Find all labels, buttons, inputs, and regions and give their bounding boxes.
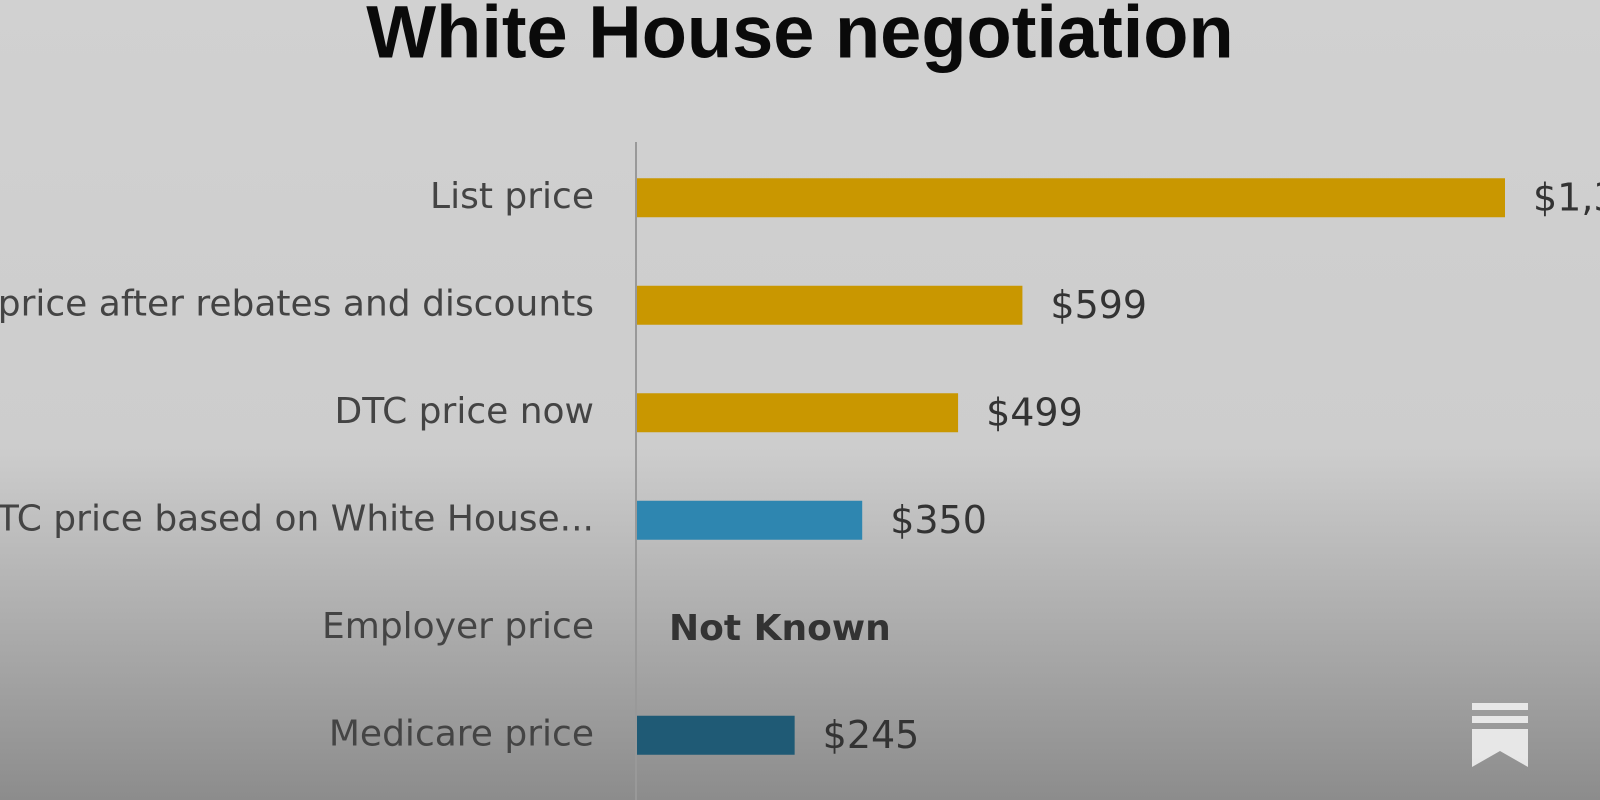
value-label: Not Known (669, 608, 891, 649)
category-label: Medicare price (329, 713, 594, 754)
category-label: DTC price now (334, 391, 594, 432)
bar (637, 393, 959, 433)
value-label: $245 (823, 713, 920, 757)
category-label: DTC price based on White House... (0, 498, 594, 539)
category-label: List price (430, 176, 594, 217)
bar (637, 500, 863, 540)
bar (637, 715, 795, 755)
substack-icon (1472, 703, 1528, 767)
value-label: $350 (890, 498, 987, 542)
value-label: $599 (1050, 283, 1147, 327)
chart-title: White House negotiation (366, 0, 1233, 74)
category-label: Employer price (322, 606, 594, 647)
bar (637, 285, 1023, 325)
bar (637, 178, 1505, 218)
category-label: Net price after rebates and discounts (0, 283, 594, 324)
value-label: $499 (986, 390, 1083, 434)
value-label: $1,349 (1533, 175, 1600, 219)
